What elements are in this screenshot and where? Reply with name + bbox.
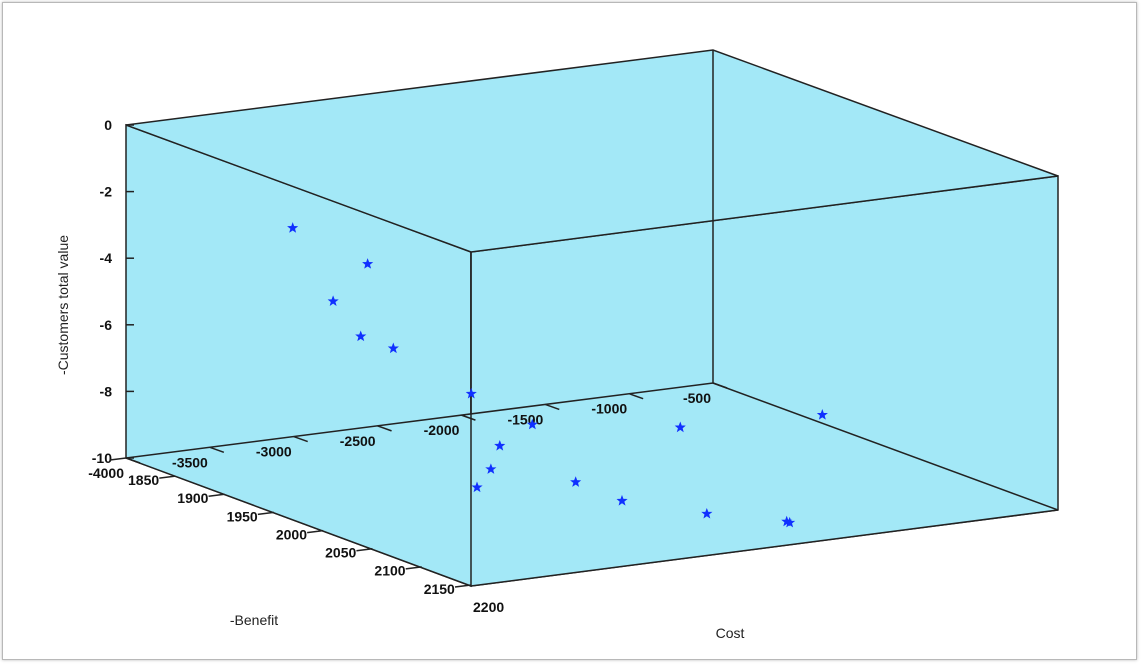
data-point-star [494,439,506,451]
y-tick-mark [377,425,392,432]
data-point-star [362,258,374,269]
y-tick-mark [209,446,225,453]
data-point-star [616,494,628,506]
x-tick-label: 1950 [227,508,258,524]
y-tick-label: -500 [683,390,711,406]
x-tick-mark [159,475,176,479]
z-tick-label: -4 [100,250,113,266]
data-points [287,222,828,528]
z-tick-label: 0 [104,117,112,133]
data-point-star [327,295,339,307]
x-tick-label: 1900 [177,490,208,506]
y-tick-label: -2000 [424,422,460,438]
y-tick-mark [461,414,476,421]
y-tick-mark [712,382,728,389]
z-axis-ticks: 0 -2 -4 -6 -8 -10 [92,117,134,466]
data-point-star [287,222,299,233]
x-axis-ticks: 1850 1900 1950 2000 2050 2100 2150 2200 [109,457,504,615]
y-tick-label: -1500 [507,411,543,427]
x-tick-label: 2150 [424,581,455,597]
y-tick-mark [125,457,141,464]
data-point-star [570,476,582,487]
y-tick-label: -1000 [591,401,627,417]
y-tick-label: -3000 [256,444,292,460]
data-point-star [355,330,367,342]
x-tick-mark [307,529,324,534]
x-tick-mark [454,584,472,588]
data-point-star [387,342,399,354]
y-tick-label: -2500 [340,433,376,449]
data-point-star [526,418,538,430]
y-tick-mark [628,393,644,400]
data-point-star [485,463,497,474]
y-tick-label: -4000 [88,465,124,481]
data-point-star [674,421,686,433]
x-tick-label: 2100 [374,563,405,579]
x-tick-mark [356,547,373,552]
x-tick-mark [109,457,127,461]
x-tick-label: 2050 [325,545,356,561]
y-axis-ticks: -500 -1000 -1500 -2000 -2500 -3000 -3500 -4000 [88,382,728,481]
z-axis-label: -Customers total value [55,235,71,375]
y-tick-label: -3500 [172,454,208,470]
y-tick-mark [545,403,560,411]
x-tick-label: 2000 [276,526,307,542]
x-tick-label: 1850 [128,472,159,488]
x-axis-label: Cost [716,625,745,641]
data-point-star [701,507,713,519]
axis-panes [125,49,1059,588]
x-tick-mark [257,511,274,516]
data-point-star [784,516,796,528]
x-tick-label: 2200 [473,599,504,615]
floor-pane [125,382,1059,587]
x-tick-mark [405,566,422,570]
data-point-star [816,409,828,420]
y-axis-label: -Benefit [230,612,278,628]
z-tick-label: -8 [100,383,113,399]
data-point-star [471,481,483,493]
z-tick-label: -6 [100,317,113,333]
top-pane [125,49,1059,253]
z-tick-label: -10 [92,450,112,466]
z-tick-label: -2 [100,184,113,200]
y-tick-mark [293,435,308,443]
x-tick-mark [208,493,225,498]
data-point-star [465,387,477,399]
